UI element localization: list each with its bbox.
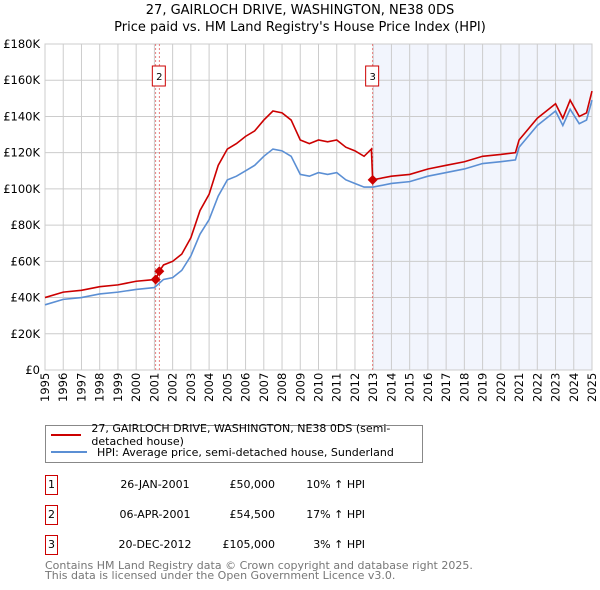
x-tick-label: 2016 <box>421 373 435 402</box>
y-tick-label: £120K <box>3 146 40 160</box>
footer-licence: This data is licensed under the Open Gov… <box>45 569 396 582</box>
sale-date: 06-APR-2001 <box>119 508 191 521</box>
sale-badge: 3 <box>45 535 58 555</box>
x-tick-label: 2005 <box>220 373 234 402</box>
sale-hpi: 10% ↑ HPI <box>306 478 365 491</box>
y-tick-label: £40K <box>11 291 41 305</box>
y-tick-label: £140K <box>3 109 40 123</box>
x-tick-label: 2001 <box>147 373 161 402</box>
sale-badge: 1 <box>45 475 58 495</box>
x-tick-label: 2025 <box>585 373 599 402</box>
hpi-line <box>44 99 593 306</box>
y-tick-label: £20K <box>11 327 41 341</box>
x-tick-label: 2013 <box>366 373 380 402</box>
legend-item-hpi: HPI: Average price, semi-detached house,… <box>51 444 394 460</box>
sale-point <box>150 274 161 285</box>
x-tick-label: 1998 <box>93 373 107 402</box>
legend-swatch-hpi <box>51 451 87 453</box>
sale-price: £105,000 <box>222 538 276 551</box>
y-tick-label: £0 <box>25 363 40 377</box>
x-tick-label: 2018 <box>457 373 471 402</box>
x-tick-label: 2007 <box>257 373 271 402</box>
y-tick-label: £80K <box>11 218 41 232</box>
legend-item-property: 27, GAIRLOCH DRIVE, WASHINGTON, NE38 0DS… <box>51 422 422 448</box>
x-tick-label: 1995 <box>38 373 52 402</box>
x-tick-label: 2023 <box>549 373 563 402</box>
y-tick-label: £160K <box>3 73 40 87</box>
x-tick-label: 2014 <box>384 373 398 402</box>
x-tick-label: 2012 <box>348 373 362 402</box>
footer-copyright: Contains HM Land Registry data © Crown c… <box>45 559 473 572</box>
sale-date: 20-DEC-2012 <box>118 538 192 551</box>
legend: 27, GAIRLOCH DRIVE, WASHINGTON, NE38 0DS… <box>45 422 423 463</box>
x-tick-label: 2003 <box>184 373 198 402</box>
legend-label-property: 27, GAIRLOCH DRIVE, WASHINGTON, NE38 0DS… <box>91 422 391 448</box>
x-tick-label: 2010 <box>312 373 326 402</box>
sale-date: 26-JAN-2001 <box>120 478 190 491</box>
chart-title: 27, GAIRLOCH DRIVE, WASHINGTON, NE38 0DS <box>145 3 455 18</box>
sale-row-1: 1 26-JAN-2001 £50,000 10% ↑ HPI <box>45 475 445 495</box>
y-tick-label: £180K <box>3 37 40 51</box>
x-tick-label: 2004 <box>202 373 216 402</box>
x-tick-label: 2008 <box>275 373 289 402</box>
sale-flag-box <box>365 65 380 87</box>
plot-frame <box>44 43 593 371</box>
sale-flag-box <box>151 65 166 87</box>
x-tick-label: 1999 <box>111 373 125 402</box>
chart-svg: £0 £20K £40K £60K £80K £100K £120K £140K £160K £1… <box>3 37 599 402</box>
x-tick-label: 2009 <box>293 373 307 402</box>
x-tick-label: 2011 <box>330 373 344 402</box>
y-tick-label: £100K <box>3 182 40 196</box>
x-tick-label: 2000 <box>129 373 143 402</box>
x-tick-label: 2020 <box>494 373 508 402</box>
sale-price: £50,000 <box>229 478 276 491</box>
legend-swatch-property <box>51 434 82 436</box>
x-tick-label: 2019 <box>476 373 490 402</box>
x-tick-label: 1997 <box>74 373 88 402</box>
y-tick-label: £60K <box>11 254 41 268</box>
property-line <box>44 90 593 299</box>
sale-price: £54,500 <box>229 508 276 521</box>
x-tick-label: 2006 <box>239 373 253 402</box>
sale-flag-label: 3 <box>369 72 375 83</box>
chart-subtitle: Price paid vs. HM Land Registry's House … <box>114 20 486 35</box>
sale-hpi: 17% ↑ HPI <box>306 508 365 521</box>
x-tick-label: 2022 <box>530 373 544 402</box>
x-tick-label: 2017 <box>439 373 453 402</box>
sale-point <box>154 266 165 277</box>
sale-hpi: 3% ↑ HPI <box>313 538 365 551</box>
sale-flag-label: 2 <box>156 72 162 83</box>
x-tick-label: 2002 <box>166 373 180 402</box>
x-tick-label: 2015 <box>403 373 417 402</box>
sale-row-3: 3 20-DEC-2012 £105,000 3% ↑ HPI <box>45 535 445 555</box>
x-tick-label: 1996 <box>56 373 70 402</box>
x-tick-label: 2021 <box>512 373 526 402</box>
sale-badge: 2 <box>45 505 58 525</box>
sale-row-2: 2 06-APR-2001 £54,500 17% ↑ HPI <box>45 505 445 525</box>
sale-point <box>367 174 378 185</box>
x-tick-label: 2024 <box>567 373 581 402</box>
legend-label-hpi: HPI: Average price, semi-detached house,… <box>97 445 394 459</box>
